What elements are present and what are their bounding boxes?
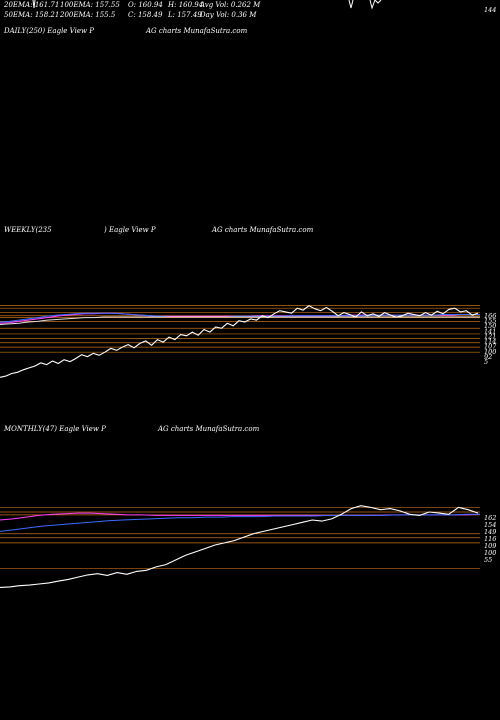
weekly-ytick-label: 114 [484, 338, 496, 346]
ema50-stat: 50EMA: 158.21 [4, 11, 60, 19]
monthly-ema-line [0, 513, 480, 532]
weekly-watermark: AG charts MunafaSutra.com [212, 226, 314, 234]
monthly-ytick-label: 100 [484, 549, 496, 557]
monthly-ytick-label: 116 [484, 535, 496, 543]
ema200-stat: 200EMA: 155.5 [60, 11, 116, 19]
monthly-ytick-label: 55 [484, 556, 492, 564]
ema100-stat: 100EMA: 157.55 [60, 1, 120, 9]
weekly-ytick-label: 92 [484, 353, 492, 361]
daily-ytick-label: 144 [484, 6, 496, 14]
high-stat: H: 160.94 [168, 1, 204, 9]
weekly-panel-title-2: ) Eagle View P [104, 226, 156, 234]
weekly-ytick-label: 166 [484, 312, 496, 320]
daily-panel-title: DAILY(250) Eagle View P [4, 27, 94, 35]
monthly-ytick-label: 162 [484, 514, 496, 522]
daily-price-line-2 [369, 0, 382, 10]
ema20-stat: 20EMA: 161.71 [4, 1, 60, 9]
monthly-watermark: AG charts MunafaSutra.com [158, 425, 260, 433]
weekly-price-line [0, 305, 479, 378]
monthly-price-line [0, 505, 479, 588]
monthly-ytick-label: 149 [484, 528, 496, 536]
open-stat: O: 160.94 [128, 1, 163, 9]
weekly-ytick-label: 121 [484, 332, 496, 340]
close-stat: C: 158.49 [128, 11, 163, 19]
weekly-ytick-label: 150 [484, 322, 496, 330]
monthly-ytick-label: 154 [484, 521, 496, 529]
weekly-ytick-label: 5 [484, 358, 488, 366]
daily-watermark: AG charts MunafaSutra.com [146, 27, 248, 35]
weekly-ytick-label: 107 [484, 343, 497, 351]
avg-vol-stat: Avg Vol: 0.262 M [200, 1, 261, 9]
day-vol-stat: Day Vol: 0.36 M [200, 11, 257, 19]
monthly-ytick-label: 109 [484, 542, 496, 550]
weekly-ema-line [0, 316, 480, 325]
weekly-ema-line [0, 312, 480, 323]
daily-price-line-3 [32, 0, 36, 9]
weekly-ytick-label: 100 [484, 348, 496, 356]
low-stat: L: 157.49 [168, 11, 202, 19]
weekly-ytick-label: 155 [484, 317, 496, 325]
weekly-panel-title: WEEKLY(235 [4, 226, 52, 234]
daily-price-line [348, 0, 354, 9]
weekly-ytick-label: 141 [484, 327, 496, 335]
monthly-panel-title: MONTHLY(47) Eagle View P [4, 425, 106, 433]
